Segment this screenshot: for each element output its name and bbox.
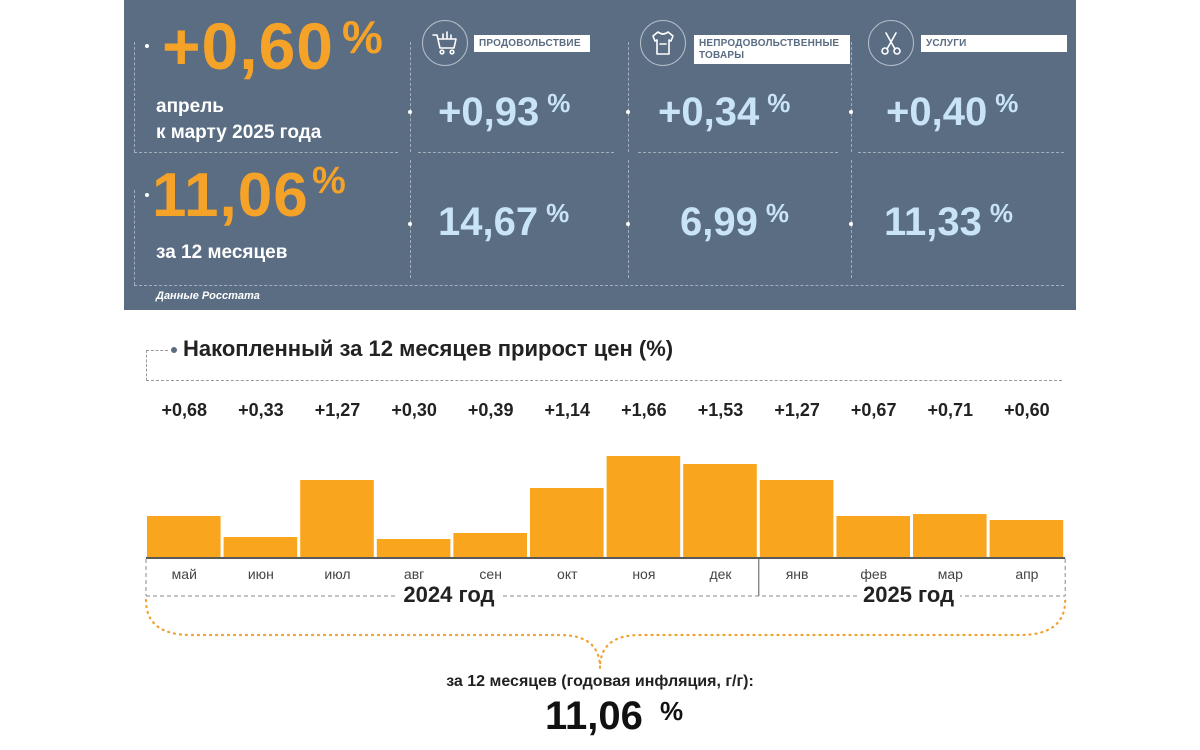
bar-value-label: +0,30 — [391, 400, 437, 420]
summary-value: 11,06 — [545, 694, 643, 738]
divider — [851, 160, 852, 278]
bullet-dot — [145, 193, 149, 197]
title-frame — [146, 350, 1062, 381]
nonfood-annual-value: 6,99% — [680, 198, 789, 244]
bar-окт — [530, 488, 604, 557]
summary-pct: % — [660, 696, 684, 726]
divider — [134, 285, 1064, 286]
x-tick-label: сен — [479, 566, 502, 582]
bar-сен — [453, 533, 527, 557]
divider — [858, 152, 1064, 153]
summary-label: за 12 месяцев (годовая инфляция, г/г): — [446, 673, 754, 690]
x-tick-label: июл — [324, 566, 351, 582]
bar-апр — [989, 520, 1064, 557]
bar-авг — [376, 539, 451, 557]
bar-value-label: +0,71 — [927, 400, 974, 420]
category-line: ТОВАРЫ — [699, 50, 745, 61]
bar-янв — [759, 480, 834, 557]
bar-value-label: +0,33 — [238, 400, 284, 420]
title-frame — [146, 350, 168, 351]
x-tick-label: ноя — [632, 566, 656, 582]
bullet-dot — [626, 222, 630, 226]
scissors-icon — [868, 20, 914, 66]
bar-value-label: +1,14 — [544, 400, 591, 420]
x-tick-label: дек — [709, 566, 732, 582]
bullet-dot — [408, 110, 412, 114]
bar-value-label: +0,67 — [850, 400, 897, 420]
bar-май — [147, 516, 221, 557]
bar-value-label: +1,27 — [314, 400, 361, 420]
bullet-dot — [849, 222, 853, 226]
category-nonfood-label: НЕПРОДОВОЛЬСТВЕННЫЕ ТОВАРЫ — [694, 35, 850, 64]
x-tick-label: мар — [937, 566, 963, 582]
bar-июн — [223, 537, 298, 557]
chart-title: Накопленный за 12 месяцев прирост цен (%… — [183, 336, 674, 361]
year-group-label: 2025 год — [857, 582, 961, 608]
x-tick-label: май — [171, 566, 197, 582]
bar-мар — [913, 514, 987, 557]
divider — [134, 152, 398, 153]
year-group-label: 2024 год — [397, 582, 501, 608]
bar-фев — [836, 516, 910, 557]
bullet-dot — [145, 44, 149, 48]
x-tick-label: фев — [860, 566, 888, 582]
divider — [134, 42, 135, 152]
x-tick-label: авг — [403, 566, 425, 582]
divider — [134, 190, 135, 285]
annual-inflation-pct: % — [312, 160, 347, 202]
bar-value-label: +1,27 — [774, 400, 820, 420]
bar-июл — [300, 480, 374, 557]
divider — [418, 152, 614, 153]
category-food-label: ПРОДОВОЛЬСТВИЕ — [474, 35, 590, 52]
x-tick-label: июн — [247, 566, 274, 582]
bar-value-label: +1,53 — [697, 400, 744, 420]
monthly-inflation-pct: % — [342, 11, 384, 63]
x-tick-label: апр — [1015, 566, 1039, 582]
bullet-dot — [171, 347, 177, 353]
bullet-dot — [408, 222, 412, 226]
summary-brace — [144, 598, 1067, 669]
bar-дек — [683, 464, 757, 557]
bullet-dot — [626, 110, 630, 114]
divider — [628, 42, 629, 152]
bar-value-label: +1,66 — [621, 400, 667, 420]
shopping-cart-icon — [422, 20, 468, 66]
bar-value-label: +0,39 — [467, 400, 514, 420]
divider — [410, 160, 411, 278]
clothing-icon — [640, 20, 686, 66]
period-line: к марту 2025 года — [156, 122, 322, 143]
data-source-note: Данные Росстата — [156, 290, 260, 302]
divider — [638, 152, 838, 153]
monthly-inflation-value: +0,60 — [162, 9, 334, 83]
period-line: апрель — [156, 96, 224, 117]
annual-inflation-value: 11,06 — [152, 161, 309, 230]
food-monthly-value: +0,93% — [438, 88, 571, 134]
divider — [851, 42, 852, 152]
bar-ноя — [606, 456, 681, 557]
category-services-label: УСЛУГИ — [921, 35, 1067, 52]
category-line: НЕПРОДОВОЛЬСТВЕННЫЕ — [699, 38, 840, 49]
x-tick-label: окт — [557, 566, 578, 582]
divider — [628, 160, 629, 278]
services-monthly-value: +0,40% — [886, 88, 1019, 134]
bar-value-label: +0,68 — [161, 400, 208, 420]
bar-value-label: +0,60 — [1004, 400, 1050, 420]
divider — [410, 42, 411, 152]
services-annual-value: 11,33% — [884, 198, 1014, 244]
monthly-period-label: апрель к марту 2025 года — [156, 94, 321, 146]
annual-period-label: за 12 месяцев — [156, 242, 288, 263]
nonfood-monthly-value: +0,34% — [658, 88, 791, 134]
inflation-summary-panel — [124, 0, 1076, 310]
food-annual-value: 14,67% — [438, 198, 570, 244]
bullet-dot — [849, 110, 853, 114]
x-tick-label: янв — [785, 566, 809, 582]
